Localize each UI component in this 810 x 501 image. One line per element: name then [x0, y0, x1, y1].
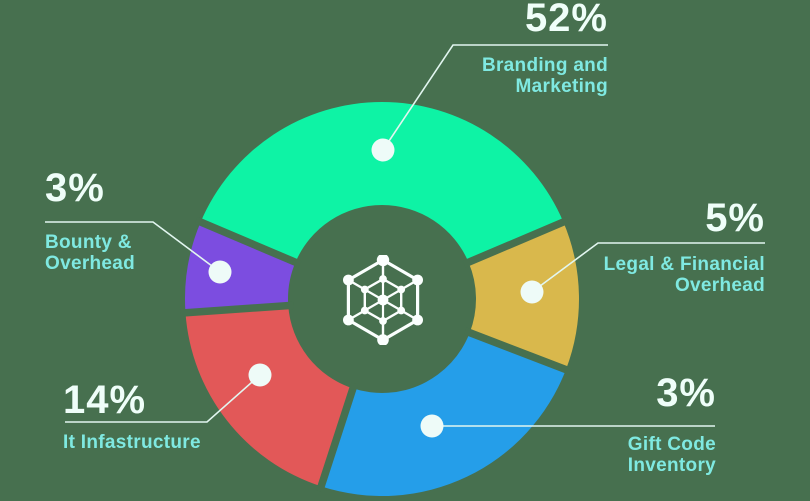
slice-dot-legal-financial-overhead [520, 280, 544, 304]
connector-line-branding-marketing [382, 44, 608, 151]
callout-branding-marketing: 52% Branding and Marketing [482, 0, 608, 97]
slice-it-infastructure [185, 305, 353, 487]
percent-value: 5% [705, 196, 765, 240]
slice-dot-bounty-overhead [208, 260, 232, 284]
callout-bounty-overhead: 3% Bounty & Overhead [45, 166, 135, 274]
slice-gift-code-inventory [321, 332, 566, 496]
slice-gap [462, 216, 570, 268]
category-label: Bounty & Overhead [45, 232, 136, 274]
slice-dot-it-infastructure [248, 363, 272, 387]
slice-dot-branding-marketing [371, 138, 395, 162]
network-cube-icon [343, 255, 423, 345]
slice-gap [463, 327, 572, 375]
connector-line-bounty-overhead [45, 221, 221, 273]
slice-dot-gift-code-inventory [420, 414, 444, 438]
category-label: Legal & Financial Overhead [603, 254, 765, 296]
callout-legal-financial-overhead: 5% Legal & Financial Overhead [604, 196, 765, 296]
slice-gap [194, 216, 302, 268]
slice-gap [180, 301, 294, 317]
callout-it-infastructure: 14% It Infastructure [63, 378, 201, 453]
percent-value: 52% [524, 0, 608, 40]
slice-bounty-overhead [185, 222, 296, 313]
percent-value: 3% [45, 166, 105, 210]
callout-gift-code-inventory: 3% Gift Code Inventory [628, 371, 716, 476]
percent-value: 3% [656, 371, 716, 415]
category-label: It Infastructure [63, 432, 201, 453]
slice-branding-marketing [200, 101, 564, 263]
category-label: Gift Code Inventory [627, 434, 716, 476]
slice-gap [316, 382, 359, 493]
percent-value: 14% [63, 378, 147, 422]
connector-line-it-infastructure [65, 374, 261, 423]
connector-line-legal-financial-overhead [531, 242, 765, 293]
category-label: Branding and Marketing [481, 55, 608, 97]
